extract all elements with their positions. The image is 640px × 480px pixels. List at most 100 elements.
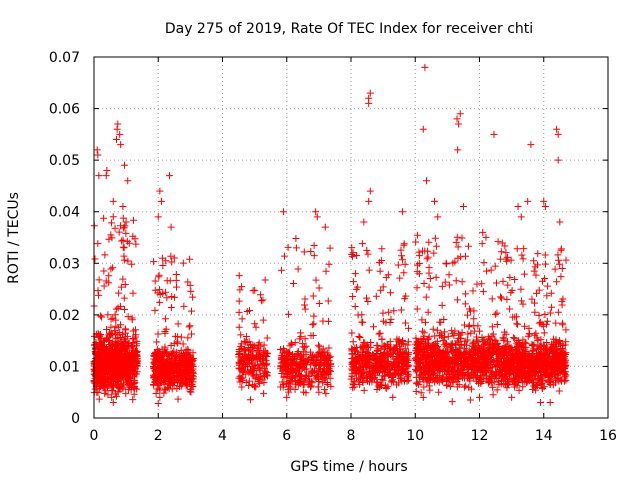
data-point bbox=[363, 246, 371, 254]
data-point bbox=[301, 305, 309, 313]
data-point bbox=[263, 334, 271, 342]
data-point bbox=[174, 339, 182, 347]
data-point bbox=[313, 368, 321, 376]
data-point bbox=[322, 390, 330, 398]
data-point bbox=[397, 246, 405, 254]
data-point bbox=[319, 379, 327, 387]
data-point bbox=[152, 389, 160, 397]
data-point bbox=[189, 375, 197, 383]
data-point bbox=[295, 369, 303, 377]
data-point bbox=[98, 342, 106, 350]
data-point bbox=[172, 359, 180, 367]
data-point bbox=[364, 250, 372, 258]
data-point bbox=[128, 382, 136, 390]
data-point bbox=[293, 352, 301, 360]
data-point bbox=[170, 254, 178, 262]
data-point bbox=[155, 373, 163, 381]
data-point bbox=[300, 379, 308, 387]
data-point bbox=[107, 265, 115, 273]
data-point bbox=[112, 335, 120, 343]
data-point bbox=[456, 110, 464, 118]
data-point bbox=[476, 393, 483, 401]
data-point bbox=[541, 251, 549, 259]
data-point bbox=[378, 245, 386, 253]
data-point bbox=[349, 278, 357, 286]
data-point bbox=[240, 355, 248, 363]
data-point bbox=[103, 334, 111, 342]
data-point bbox=[109, 365, 117, 373]
data-point bbox=[386, 289, 394, 297]
data-point bbox=[423, 255, 431, 263]
grid bbox=[94, 57, 608, 418]
data-point bbox=[119, 385, 127, 393]
data-point bbox=[306, 348, 314, 356]
data-point bbox=[251, 382, 259, 390]
data-point bbox=[238, 315, 246, 323]
data-point bbox=[114, 120, 122, 128]
data-point bbox=[96, 368, 104, 376]
data-point bbox=[325, 353, 333, 361]
data-point bbox=[245, 369, 253, 377]
data-point bbox=[313, 213, 321, 221]
data-point bbox=[553, 278, 561, 286]
data-point bbox=[183, 374, 191, 382]
data-point bbox=[291, 385, 299, 393]
data-point bbox=[556, 218, 564, 226]
data-point bbox=[290, 279, 298, 287]
data-point bbox=[479, 288, 487, 296]
data-point bbox=[159, 350, 167, 358]
data-point bbox=[307, 353, 315, 361]
data-point bbox=[111, 350, 119, 358]
data-point bbox=[499, 277, 507, 285]
data-point bbox=[257, 357, 265, 365]
data-point bbox=[124, 313, 132, 321]
data-point bbox=[390, 307, 398, 315]
data-point bbox=[366, 89, 374, 97]
data-point bbox=[154, 330, 162, 338]
data-point bbox=[109, 197, 117, 205]
data-point bbox=[188, 330, 196, 338]
data-point bbox=[237, 331, 245, 339]
data-point bbox=[370, 323, 378, 331]
data-point bbox=[462, 252, 470, 260]
data-point bbox=[404, 338, 412, 346]
data-point bbox=[503, 295, 511, 303]
data-point bbox=[543, 317, 551, 325]
data-point bbox=[385, 308, 393, 316]
data-point bbox=[128, 350, 136, 358]
data-point bbox=[327, 382, 335, 390]
data-point bbox=[420, 329, 428, 337]
data-point bbox=[326, 353, 334, 361]
data-point bbox=[163, 294, 171, 302]
data-point bbox=[98, 313, 106, 321]
data-point bbox=[351, 270, 359, 278]
data-point bbox=[430, 249, 438, 257]
data-point bbox=[554, 308, 562, 316]
data-point bbox=[157, 197, 165, 205]
data-point bbox=[242, 379, 250, 387]
data-point bbox=[544, 282, 552, 290]
data-point bbox=[260, 378, 268, 386]
data-point bbox=[111, 224, 119, 232]
data-point bbox=[413, 261, 421, 269]
data-point bbox=[492, 279, 500, 287]
y-tick-label: 0.01 bbox=[49, 359, 80, 375]
data-point bbox=[122, 369, 130, 377]
data-point bbox=[397, 306, 405, 314]
data-point bbox=[150, 258, 158, 266]
data-point bbox=[186, 353, 194, 361]
data-point bbox=[286, 342, 294, 350]
data-point bbox=[431, 234, 439, 242]
data-point bbox=[123, 237, 131, 245]
data-point bbox=[535, 311, 543, 319]
data-point bbox=[158, 361, 166, 369]
data-point bbox=[319, 317, 327, 325]
data-point bbox=[462, 382, 470, 390]
data-point bbox=[95, 331, 103, 339]
data-point bbox=[366, 187, 374, 195]
data-point bbox=[156, 393, 164, 401]
data-point bbox=[254, 374, 262, 382]
data-point bbox=[519, 255, 527, 263]
data-point bbox=[113, 382, 121, 390]
data-point bbox=[150, 371, 158, 379]
